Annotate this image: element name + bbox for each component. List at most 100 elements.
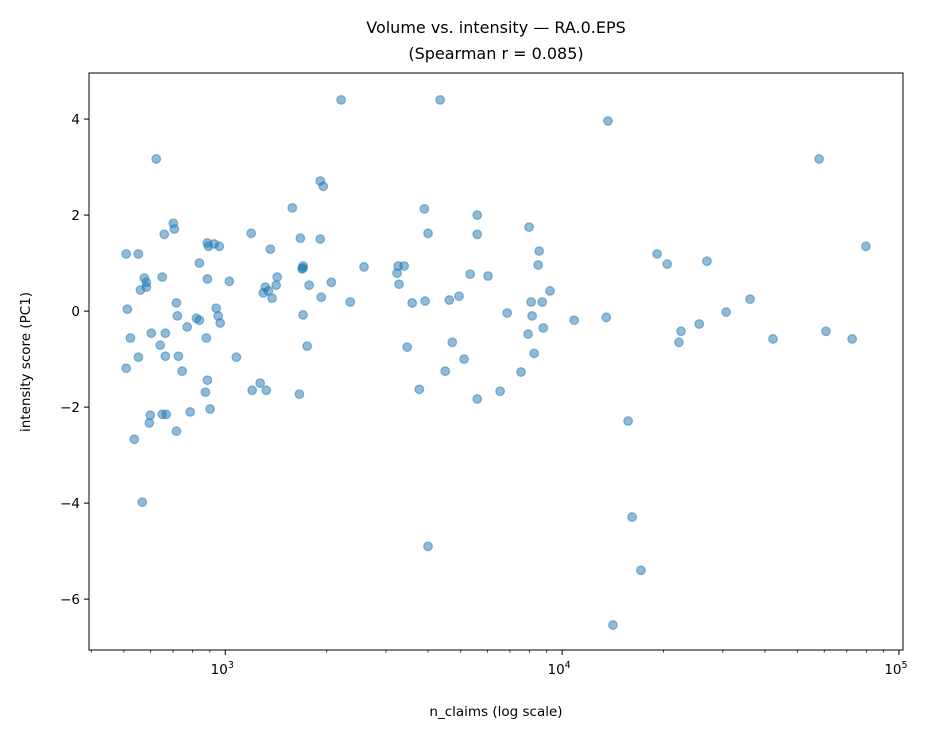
data-point — [215, 318, 226, 328]
data-point — [267, 293, 277, 304]
data-point — [603, 116, 613, 126]
data-point — [662, 259, 673, 269]
data-point — [745, 294, 755, 304]
data-point — [294, 389, 305, 400]
chart-title: Volume vs. intensity — RA.0.EPS — [366, 18, 626, 37]
data-point — [472, 394, 483, 404]
data-point — [537, 297, 548, 307]
data-point — [194, 315, 205, 326]
data-point — [214, 241, 225, 252]
data-point — [601, 312, 612, 323]
data-point — [302, 341, 313, 352]
data-point — [202, 375, 213, 386]
data-point — [171, 426, 182, 437]
data-point — [420, 296, 431, 306]
data-point — [231, 352, 242, 363]
data-point — [524, 222, 534, 232]
data-point — [435, 94, 446, 105]
data-point — [636, 565, 646, 576]
data-point — [224, 276, 235, 287]
data-point — [861, 241, 871, 252]
y-axis-label: intensity score (PC1) — [18, 292, 34, 432]
data-point — [133, 352, 144, 363]
data-point — [454, 291, 464, 302]
data-point — [298, 310, 308, 320]
y-axis-ticks: −6 −4 −2 0 2 4 — [60, 112, 89, 608]
data-point — [161, 409, 172, 420]
x-axis-label: n_claims (log scale) — [429, 704, 562, 720]
y-tick-label: 0 — [71, 304, 80, 320]
data-point — [534, 246, 545, 256]
data-point — [472, 229, 483, 240]
data-point — [201, 333, 212, 343]
data-point — [459, 354, 469, 364]
data-point — [182, 322, 193, 332]
data-point — [171, 298, 182, 308]
data-point — [173, 351, 184, 362]
data-point — [472, 210, 483, 220]
data-point — [318, 181, 329, 192]
data-point — [246, 228, 257, 239]
data-point — [159, 229, 170, 240]
data-point — [545, 286, 555, 296]
x-tick-label: 103 — [211, 660, 234, 678]
data-point — [172, 310, 183, 321]
data-point — [402, 342, 413, 352]
data-point — [261, 385, 272, 396]
data-point — [336, 94, 347, 105]
data-point — [144, 418, 155, 428]
data-point — [495, 386, 506, 397]
data-point — [674, 337, 684, 348]
data-point — [121, 249, 132, 259]
data-point — [326, 277, 337, 288]
data-point — [768, 334, 778, 344]
data-point — [137, 497, 148, 508]
data-point — [160, 328, 171, 339]
data-point — [121, 363, 132, 374]
data-point — [205, 404, 216, 414]
data-point — [200, 387, 211, 398]
data-point — [133, 249, 144, 259]
data-point — [316, 292, 327, 303]
data-point — [847, 334, 858, 344]
data-point — [483, 271, 493, 281]
data-point — [177, 366, 188, 377]
data-point — [272, 272, 283, 282]
data-point — [407, 298, 418, 308]
data-point — [271, 280, 282, 291]
data-point — [265, 244, 276, 255]
x-axis-ticks: 103 104 105 — [90, 650, 908, 678]
data-point — [414, 384, 425, 395]
data-point — [315, 234, 326, 244]
y-tick-label: 4 — [71, 112, 80, 128]
data-point — [523, 329, 533, 340]
plot-frame — [88, 72, 904, 651]
data-point — [129, 434, 140, 445]
data-point — [247, 385, 258, 396]
data-point — [569, 315, 580, 326]
data-point — [141, 282, 152, 292]
data-point — [721, 307, 732, 317]
data-point — [194, 258, 205, 268]
data-point — [694, 319, 705, 329]
data-point — [151, 154, 162, 164]
data-point — [155, 340, 166, 351]
data-point — [444, 295, 455, 305]
data-point — [287, 202, 298, 213]
data-point — [702, 256, 712, 267]
data-point — [529, 348, 540, 359]
data-point — [627, 512, 638, 522]
data-point — [821, 326, 831, 337]
data-point — [295, 233, 306, 244]
data-point — [304, 280, 315, 291]
data-point — [399, 261, 410, 271]
data-point — [419, 203, 430, 214]
data-point — [202, 274, 213, 284]
data-point — [527, 310, 538, 321]
data-point — [516, 367, 526, 377]
data-point — [526, 297, 537, 307]
data-point — [652, 249, 662, 259]
data-point — [146, 328, 157, 339]
data-point — [394, 279, 404, 290]
